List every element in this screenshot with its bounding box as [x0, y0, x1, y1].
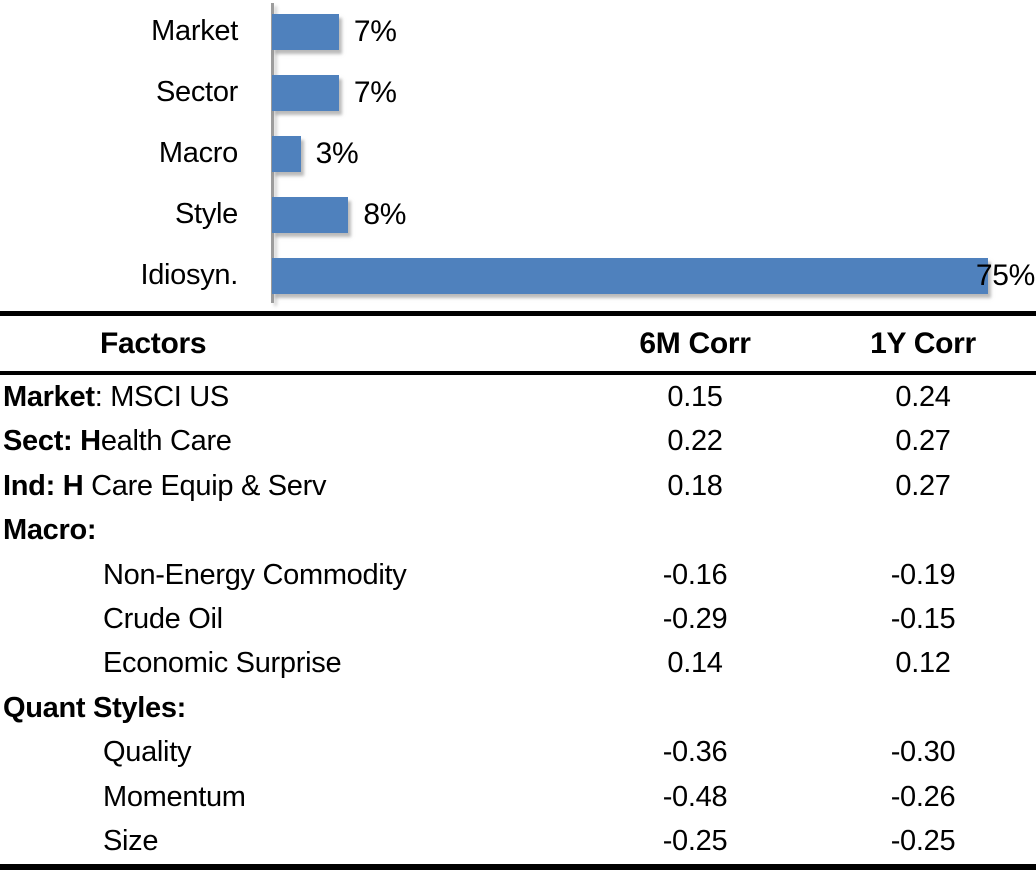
chart-value-label: 7%	[353, 14, 397, 48]
factor-correlation-table: Factors 6M Corr 1Y Corr Market: MSCI US 0…	[0, 311, 1036, 870]
chart-bar-track: 8%	[272, 184, 1036, 245]
row-label-regular-part: Momentum	[103, 780, 246, 813]
row-label-bold-part: Quant Styles:	[3, 691, 187, 724]
chart-bar	[272, 74, 339, 111]
cell-1y-corr: -0.19	[890, 558, 956, 591]
row-label-regular-part: ealth Care	[100, 425, 232, 458]
chart-bar	[272, 257, 989, 294]
table-top-border	[0, 311, 1036, 316]
row-label-bold-part: Macro:	[3, 514, 97, 547]
chart-bar	[272, 196, 349, 233]
cell-1y-corr: 0.27	[895, 469, 951, 502]
chart-row: Market 7%	[0, 1, 1036, 62]
risk-decomposition-bar-chart: Market 7% Sector 7% Macro 3% Style 8% Idiosyn. 75…	[0, 0, 1036, 311]
cell-6m-corr: -0.29	[662, 602, 728, 635]
row-label: Quant Styles:	[0, 692, 580, 725]
cell-1y-corr: -0.26	[890, 780, 956, 813]
header-1y-corr: 1Y Corr	[870, 326, 976, 360]
chart-rows: Market 7% Sector 7% Macro 3% Style 8% Idiosyn. 75…	[0, 1, 1036, 306]
header-factors: Factors	[100, 326, 207, 360]
row-label-bold-part: Sect: H	[3, 425, 101, 458]
row-label-regular-part: Non-Energy Commodity	[103, 558, 407, 591]
row-label-regular-part: : MSCI US	[94, 380, 230, 413]
chart-category-label: Idiosyn.	[140, 259, 238, 291]
table-body: Market: MSCI US 0.15 0.24 Sect: Health Care…	[0, 375, 1036, 864]
chart-bar-track: 75%	[272, 245, 1036, 306]
table-row: Economic Surprise 0.14 0.12	[0, 642, 1036, 686]
chart-value-label: 7%	[353, 75, 397, 109]
table-row: Size -0.25 -0.25	[0, 820, 1036, 864]
header-6m-corr: 6M Corr	[639, 326, 751, 360]
chart-row: Macro 3%	[0, 123, 1036, 184]
chart-bar	[272, 13, 339, 50]
chart-bar-track: 7%	[272, 62, 1036, 123]
chart-value-label: 3%	[315, 136, 359, 170]
chart-row: Style 8%	[0, 184, 1036, 245]
table-bottom-border	[0, 864, 1036, 870]
table-row: Market: MSCI US 0.15 0.24	[0, 375, 1036, 419]
cell-6m-corr: 0.14	[667, 647, 723, 680]
table-row: Macro:	[0, 508, 1036, 552]
table-row: Momentum -0.48 -0.26	[0, 775, 1036, 819]
cell-6m-corr: 0.15	[667, 380, 723, 413]
row-label-regular-part: Crude Oil	[103, 602, 223, 635]
cell-1y-corr: -0.25	[890, 825, 956, 858]
row-label-regular-part: Size	[103, 825, 159, 858]
cell-6m-corr: -0.48	[662, 780, 728, 813]
chart-category-label: Sector	[155, 76, 238, 108]
cell-6m-corr: 0.22	[667, 425, 723, 458]
row-label: Sect: Health Care	[0, 425, 580, 458]
chart-value-label: 75%	[975, 258, 1035, 292]
table-row: Sect: Health Care 0.22 0.27	[0, 419, 1036, 463]
chart-row: Idiosyn. 75%	[0, 245, 1036, 306]
row-label: Crude Oil	[0, 603, 580, 636]
chart-value-label: 8%	[363, 197, 407, 231]
cell-6m-corr: -0.16	[662, 558, 728, 591]
chart-category-label: Style	[175, 198, 238, 230]
chart-category-label: Macro	[158, 137, 238, 169]
cell-1y-corr: 0.24	[895, 380, 951, 413]
cell-6m-corr: -0.36	[662, 736, 728, 769]
row-label: Momentum	[0, 781, 580, 814]
row-label: Non-Energy Commodity	[0, 559, 580, 592]
cell-1y-corr: -0.15	[890, 602, 956, 635]
row-label: Quality	[0, 736, 580, 769]
chart-row: Sector 7%	[0, 62, 1036, 123]
table-row: Quant Styles:	[0, 686, 1036, 730]
row-label: Size	[0, 825, 580, 858]
cell-6m-corr: -0.25	[662, 825, 728, 858]
cell-6m-corr: 0.18	[667, 469, 723, 502]
table-header-row: Factors 6M Corr 1Y Corr	[0, 316, 1036, 375]
cell-1y-corr: -0.30	[890, 736, 956, 769]
table-row: Crude Oil -0.29 -0.15	[0, 597, 1036, 641]
row-label: Ind: H Care Equip & Serv	[0, 470, 580, 503]
table-row: Ind: H Care Equip & Serv 0.18 0.27	[0, 464, 1036, 508]
row-label-regular-part: Care Equip & Serv	[83, 469, 327, 502]
cell-1y-corr: 0.12	[895, 647, 951, 680]
row-label: Market: MSCI US	[0, 381, 580, 414]
row-label: Economic Surprise	[0, 647, 580, 680]
row-label-bold-part: Ind: H	[3, 469, 84, 502]
row-label: Macro:	[0, 514, 580, 547]
table-row: Quality -0.36 -0.30	[0, 731, 1036, 775]
chart-category-label: Market	[151, 15, 238, 47]
chart-bar-track: 3%	[272, 123, 1036, 184]
chart-bar-track: 7%	[272, 1, 1036, 62]
cell-1y-corr: 0.27	[895, 425, 951, 458]
table-row: Non-Energy Commodity -0.16 -0.19	[0, 553, 1036, 597]
row-label-regular-part: Economic Surprise	[103, 647, 342, 680]
row-label-regular-part: Quality	[103, 736, 192, 769]
row-label-bold-part: Market	[3, 380, 95, 413]
chart-bar	[272, 135, 301, 172]
